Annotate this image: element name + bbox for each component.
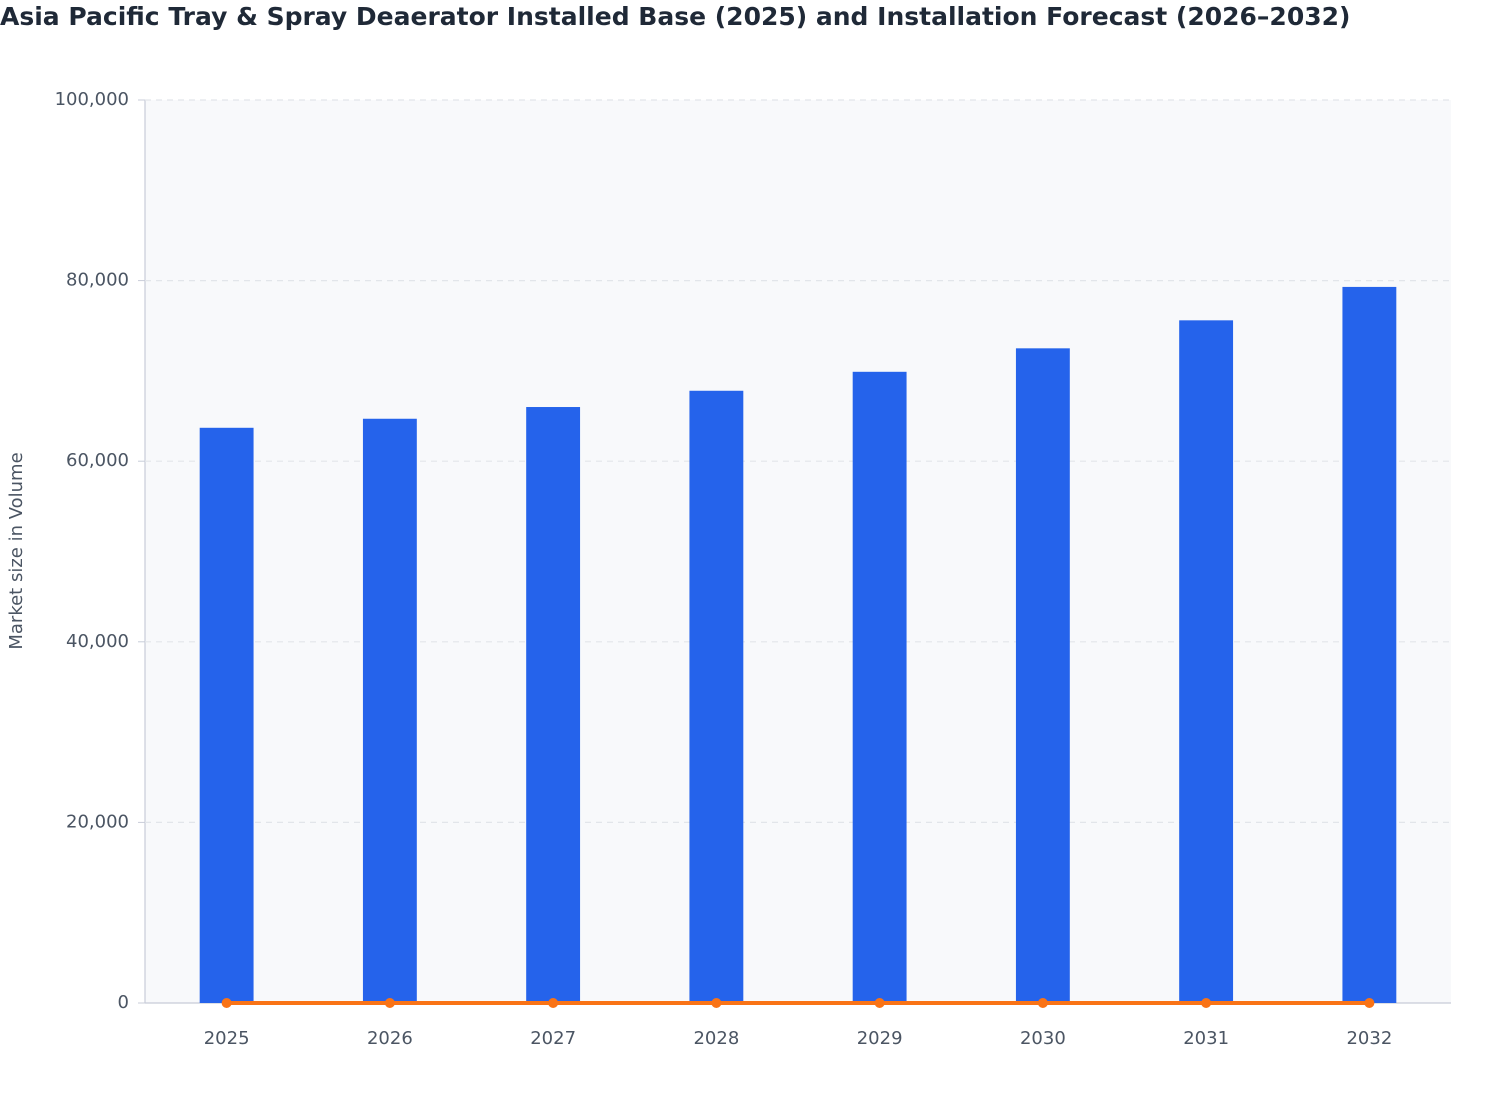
line-point xyxy=(221,998,232,1008)
x-tick-label: 2030 xyxy=(1020,1028,1066,1049)
bar xyxy=(1015,348,1070,1003)
bar xyxy=(1342,286,1397,1003)
bar xyxy=(526,407,581,1003)
x-tick-label: 2032 xyxy=(1346,1028,1392,1049)
line-point xyxy=(1037,998,1048,1008)
y-tick-label: 0 xyxy=(118,992,129,1013)
bar xyxy=(362,418,417,1003)
bar xyxy=(1179,320,1234,1003)
x-tick-label: 2027 xyxy=(530,1028,576,1049)
line-point xyxy=(1364,998,1375,1008)
y-tick-label: 40,000 xyxy=(66,631,129,652)
line-point xyxy=(1201,998,1212,1008)
line-point xyxy=(384,998,395,1008)
chart-title: Asia Pacific Tray & Spray Deaerator Inst… xyxy=(0,2,1350,31)
line-point xyxy=(711,998,722,1008)
x-tick-label: 2026 xyxy=(367,1028,413,1049)
line-point xyxy=(548,998,559,1008)
x-tick-label: 2028 xyxy=(693,1028,739,1049)
plot-background xyxy=(145,100,1451,1003)
bar xyxy=(852,371,907,1004)
y-tick-label: 100,000 xyxy=(55,89,129,110)
y-tick-label: 80,000 xyxy=(66,270,129,291)
y-axis-label: Market size in Volume xyxy=(6,452,27,649)
line-point xyxy=(874,998,885,1008)
x-tick-label: 2031 xyxy=(1183,1028,1229,1049)
bar xyxy=(199,427,254,1003)
x-tick-label: 2029 xyxy=(857,1028,903,1049)
y-tick-label: 20,000 xyxy=(66,811,129,832)
x-tick-label: 2025 xyxy=(204,1028,250,1049)
bar xyxy=(689,390,744,1003)
y-tick-label: 60,000 xyxy=(66,450,129,471)
